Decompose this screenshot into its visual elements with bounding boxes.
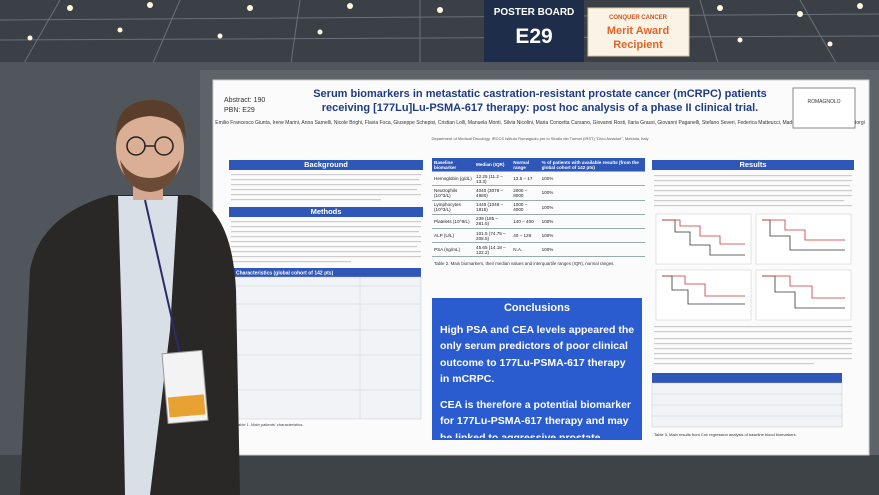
table-row: Platelets (10^9/L) 239 (185 – 281.5) 140 –… [432, 214, 645, 229]
abstract-number: Abstract: 190 [224, 97, 265, 104]
table-cell: 13.5 – 17 [511, 171, 540, 187]
table-cell: CEA (µg/L) [432, 256, 475, 258]
table-cell: PSA (ng/mL) [432, 242, 475, 258]
affiliations: Department of Medical Oncology, IRCCS Is… [431, 136, 648, 141]
table-row: Neutrophils (10^3/L) 4040 (3078 – 4980) 20… [432, 185, 645, 201]
lanyard [144, 199, 181, 356]
table-cell: 140 – 400 [511, 214, 540, 229]
table-cell: 12.25 (11.2 – 13.3) [474, 171, 512, 187]
table-cell: 1445 (1048 – 1815) [474, 200, 512, 215]
table-cell: Platelets (10^9/L) [432, 214, 475, 229]
table: Baseline biomarker Median (IQR) Normal ran… [432, 158, 645, 258]
table-cell: 100% [539, 200, 645, 215]
logo-text: ROMAGNOLO [807, 99, 840, 105]
table-rules [652, 393, 842, 417]
person-shirt [118, 196, 178, 495]
poster-title-line: receiving [177Lu]Lu-PSMA-617 therapy: po… [322, 102, 758, 114]
table-caption: Table 1. Main patients' characteristics. [236, 422, 303, 427]
table-cell: 100% [539, 228, 645, 244]
section-header [652, 160, 854, 170]
table-cell: 1000 – 4000 [511, 200, 540, 215]
section-title: Methods [311, 207, 342, 216]
section-title: Conclusions [504, 302, 570, 314]
table-row: ALP (U/L) 101.5 (74.75 – 208.5) 40 – 129 10… [432, 228, 645, 244]
table-row: Lymphocytes (10^3/L) 1445 (1048 – 1815) 10… [432, 200, 645, 215]
column-header: % of patients with available results (fr… [539, 158, 645, 173]
km-curves [662, 219, 845, 309]
table-cell: Neutrophils (10^3/L) [432, 185, 475, 201]
table-header [652, 373, 842, 383]
table-cell: 2.7 (1.6 – 4.4) [474, 256, 512, 258]
table-cell: 100% [539, 214, 645, 229]
section-header [229, 207, 423, 217]
poster-title-line: Serum biomarkers in metastatic castratio… [313, 88, 767, 100]
table-wrap: Baseline biomarker Median (IQR) Normal ran… [432, 158, 645, 258]
column-header: Median (IQR) [474, 158, 512, 173]
table-cell: 40 – 129 [511, 228, 540, 244]
text-lines [231, 174, 421, 201]
table-cell: 45.65 (14.18 – 122.2) [474, 242, 512, 258]
ceiling-lights [27, 2, 863, 47]
text-lines [231, 221, 421, 263]
table-cell: ALP (U/L) [432, 228, 475, 244]
section-header [229, 160, 423, 170]
characteristics-table [232, 276, 422, 420]
table-cell: 239 (185 – 281.5) [474, 214, 512, 229]
table-cell: Lymphocytes (10^3/L) [432, 200, 475, 215]
table-cell: 93% (132 out of 142) [539, 256, 645, 258]
pbn: PBN: E29 [224, 107, 255, 114]
km-plots [655, 213, 852, 321]
person-face [116, 107, 184, 189]
table-caption: Table 2. Main biomarkers, their median v… [434, 261, 615, 266]
authors: Emilio Francesco Giunta, Irene Marini, A… [215, 120, 864, 126]
table-header [233, 268, 421, 277]
table-cell: 100% [539, 171, 645, 187]
award-sign [587, 7, 690, 57]
table-rules [233, 277, 421, 419]
table-cell: 100% [539, 185, 645, 201]
award-line-2: Recipient [613, 39, 663, 51]
board-sign [484, 0, 584, 62]
table-cell: 100% [539, 242, 645, 258]
table-cell: 2000 – 8000 [511, 185, 540, 201]
table-row: Hemoglobin (g/dL) 12.25 (11.2 – 13.3) 13.5… [432, 171, 645, 187]
conclusion: CEA is therefore a potential biomarker f… [440, 399, 631, 438]
section-title: Results [739, 160, 766, 169]
person-hair [115, 100, 186, 140]
badge-ribbon [167, 394, 206, 418]
table-caption: Table 3. Main results from Cox regressio… [654, 432, 797, 437]
table-cell: Hemoglobin (g/dL) [432, 171, 475, 187]
award-org: CONQUER CANCER [609, 15, 668, 21]
table-row: CEA (µg/L)2.7 (1.6 – 4.4)< 593% (132 out… [432, 256, 645, 258]
conclusions-body: High PSA and CEA levels appeared the onl… [440, 322, 636, 438]
table-cell: 101.5 (74.75 – 208.5) [474, 228, 512, 244]
award-line-1: Merit Award [607, 25, 669, 37]
table-cell: 4040 (3078 – 4980) [474, 185, 512, 201]
table-row: PSA (ng/mL) 45.65 (14.18 – 122.2) N.A. 100% [432, 242, 645, 258]
table-title: Characteristics (global cohort of 142 pt… [236, 270, 334, 276]
conclusions-text: High PSA and CEA levels appeared the onl… [440, 322, 636, 438]
person-glasses [126, 136, 174, 156]
column-header: Baseline biomarker [432, 158, 475, 173]
table-cell: N.A. [511, 242, 540, 258]
board-label: POSTER BOARD [494, 7, 575, 18]
conclusions-box [432, 298, 642, 440]
biomarker-table: Baseline biomarker Median (IQR) Normal ran… [432, 158, 645, 258]
institute-logo [792, 87, 856, 129]
conclusion: High PSA and CEA levels appeared the onl… [440, 324, 635, 385]
table-head: Baseline biomarker Median (IQR) Normal ran… [432, 158, 645, 173]
table-cell: < 5 [511, 256, 540, 258]
section-title: Background [304, 160, 348, 169]
text-lines [654, 326, 852, 365]
column-header: Normal range [511, 158, 540, 173]
text-lines [654, 175, 852, 207]
person-beard [120, 160, 180, 192]
ceiling-trusses [0, 0, 879, 71]
table-body: Hemoglobin (g/dL) 12.25 (11.2 – 13.3) 13.5… [432, 171, 645, 258]
board-number: E29 [515, 25, 552, 48]
